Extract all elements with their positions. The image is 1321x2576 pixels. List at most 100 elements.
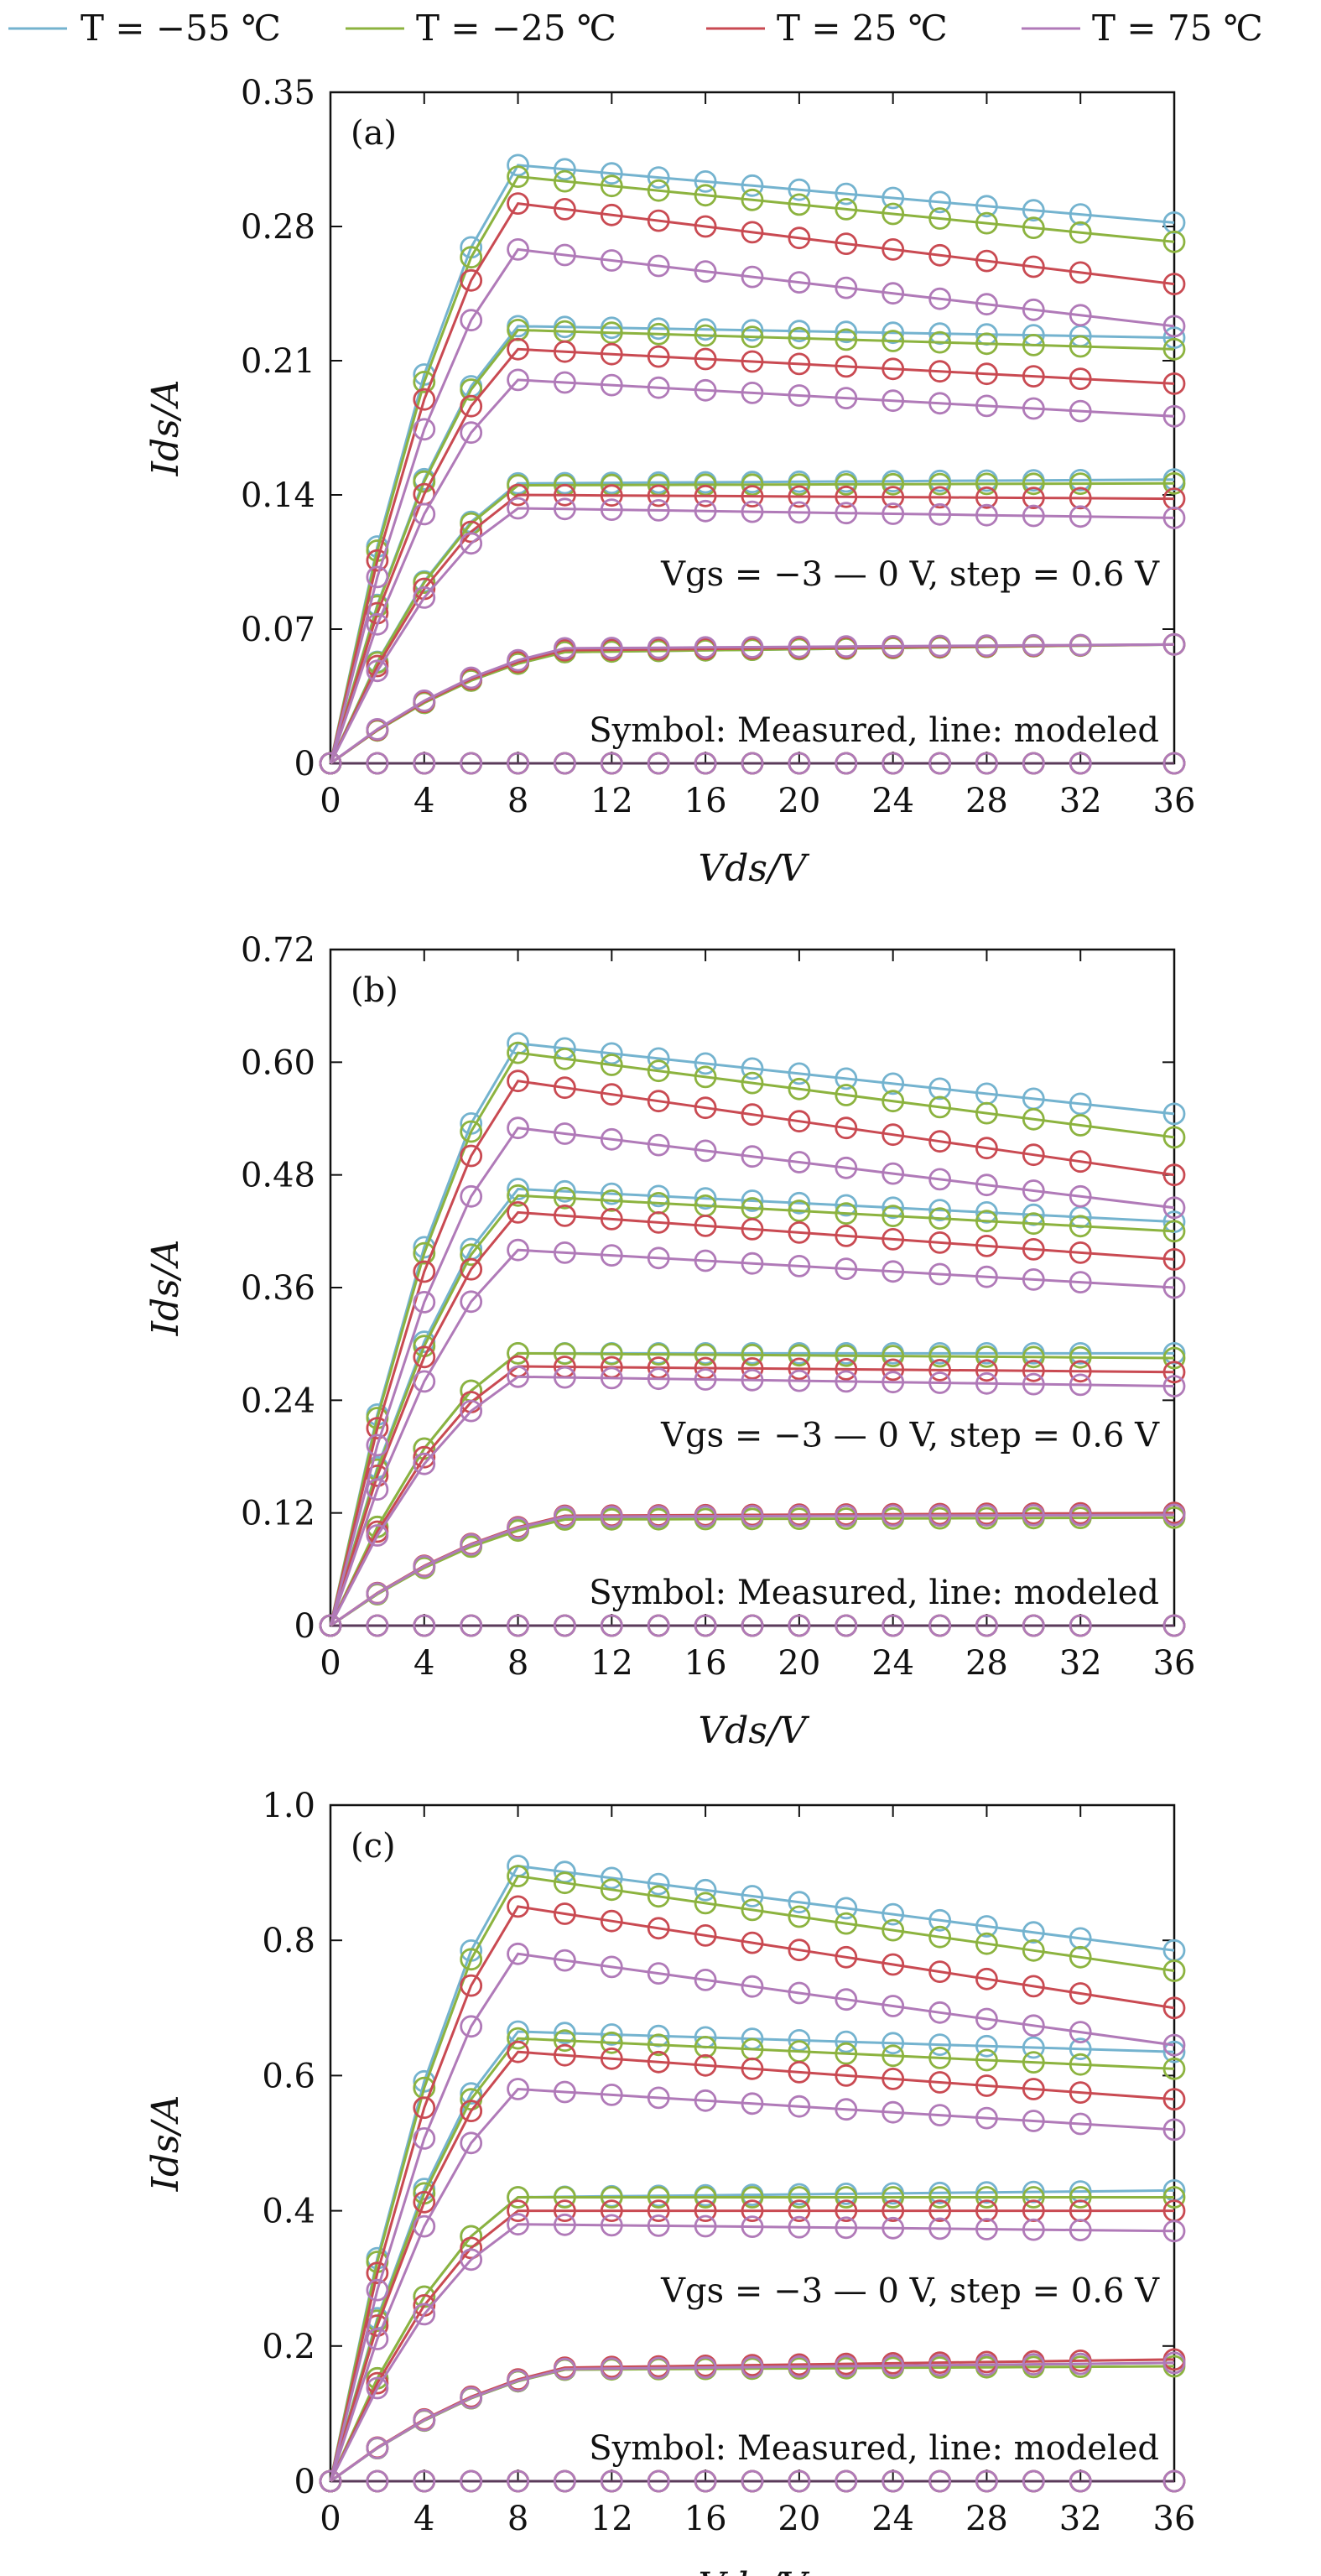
measured-point-t2-vgs4: [928, 243, 951, 267]
measured-point-t3-vgs1: [413, 690, 436, 712]
measured-point-t3-vgs2: [366, 1524, 389, 1547]
model-line-t0-vgs4: [329, 1042, 1175, 1626]
measured-point-t1-vgs3: [507, 2027, 529, 2050]
measured-point-t1-vgs3: [741, 325, 764, 349]
measured-point-t2-vgs2: [600, 484, 623, 507]
measured-point-t3-vgs0: [928, 752, 951, 775]
measured-point-t1-vgs2: [975, 472, 998, 496]
model-line-t1-vgs4: [329, 1874, 1175, 2482]
measured-point-t3-vgs3: [647, 2086, 670, 2110]
measured-point-t3-vgs0: [882, 2469, 905, 2493]
measured-point-t0-vgs4: [1069, 203, 1092, 226]
measured-point-t1-vgs4: [507, 1865, 529, 1888]
measured-point-t2-vgs2: [460, 2236, 483, 2260]
measured-point-t1-vgs2: [1162, 2186, 1186, 2209]
measured-point-t0-vgs4: [600, 162, 623, 185]
measured-point-t3-vgs4: [694, 1139, 717, 1163]
measured-point-t3-vgs0: [1162, 752, 1186, 775]
y-tick-label: 0.60: [241, 1043, 315, 1082]
measured-point-t3-vgs0: [1162, 2469, 1186, 2493]
measured-point-t3-vgs1: [741, 1505, 764, 1527]
measured-point-t3-vgs2: [694, 499, 717, 523]
model-line-t3-vgs4: [329, 1952, 1175, 2482]
measured-point-t0-vgs3: [647, 317, 670, 341]
measured-point-t3-vgs2: [928, 502, 951, 526]
measured-point-t0-vgs3: [835, 2030, 858, 2053]
y-tick-label: 0.2: [262, 2328, 315, 2366]
y-tick-label: 0.48: [241, 1157, 315, 1195]
measured-point-t3-vgs2: [366, 659, 389, 683]
measured-point-t2-vgs2: [694, 2199, 717, 2223]
measured-point-t2-vgs3: [1069, 2081, 1092, 2105]
measured-point-t2-vgs2: [647, 2199, 670, 2223]
measured-point-t2-vgs4: [882, 237, 905, 261]
measured-point-t3-vgs1: [1022, 2353, 1045, 2376]
y-axis-label: Ids/A: [144, 2095, 187, 2193]
measured-point-t3-vgs2: [1069, 2219, 1092, 2242]
measured-point-t3-vgs1: [366, 718, 389, 741]
measured-point-t0-vgs4: [647, 1047, 670, 1070]
symbol-annotation: Symbol: Measured, line: modeled: [589, 1574, 1159, 1612]
measured-point-t0-vgs4: [741, 1885, 764, 1907]
measured-point-t2-vgs4: [928, 1130, 951, 1153]
measured-point-t3-vgs1: [882, 635, 905, 658]
measured-point-t2-vgs3: [788, 352, 811, 376]
vgs-annotation: Vgs = −3 — 0 V, step = 0.6 V: [660, 555, 1160, 594]
measured-point-t0-vgs4: [554, 158, 576, 181]
measured-point-t3-vgs3: [928, 2104, 951, 2127]
model-line-t1-vgs2: [329, 2196, 1174, 2482]
measured-point-t1-vgs3: [1069, 1215, 1092, 1238]
measured-point-t3-vgs0: [835, 752, 858, 775]
measured-point-t1-vgs2: [1069, 1345, 1092, 1369]
measured-point-t1-vgs4: [600, 1878, 623, 1902]
measured-point-t3-vgs4: [928, 1168, 951, 1191]
measured-point-t3-vgs3: [413, 1370, 436, 1393]
measured-point-t3-vgs1: [928, 634, 951, 658]
model-line-t3-vgs1: [330, 643, 1175, 765]
symbol-annotation: Symbol: Measured, line: modeled: [589, 711, 1159, 750]
series-group: [319, 154, 1186, 775]
measured-point-t3-vgs3: [1162, 2118, 1186, 2141]
measured-point-t1-vgs2: [554, 1342, 576, 1366]
x-tick-label: 12: [590, 2500, 633, 2538]
model-line-t0-vgs4: [329, 164, 1175, 764]
y-tick-label: 0.6: [262, 2057, 315, 2095]
measured-point-t0-vgs4: [788, 178, 811, 201]
measured-point-t1-vgs2: [1022, 472, 1045, 496]
measured-point-t3-vgs3: [507, 1238, 529, 1262]
measured-point-t3-vgs2: [507, 497, 529, 520]
measured-point-t1-vgs3: [1162, 1220, 1186, 1243]
measured-point-t3-vgs2: [1069, 1373, 1092, 1397]
measured-point-t2-vgs2: [788, 2199, 811, 2223]
measured-point-t3-vgs2: [835, 2216, 858, 2240]
measured-point-t1-vgs2: [1069, 2186, 1092, 2209]
measured-point-t2-vgs3: [554, 340, 576, 363]
measured-point-t1-vgs4: [647, 1059, 670, 1083]
measured-point-t3-vgs1: [835, 635, 858, 658]
measured-point-t0-vgs3: [928, 322, 951, 346]
measured-point-t2-vgs2: [647, 484, 670, 507]
y-tick-label: 0.07: [241, 611, 315, 649]
measured-point-t2-vgs2: [741, 1357, 764, 1380]
measured-point-t3-vgs4: [835, 1988, 858, 2011]
x-tick-label: 36: [1153, 2500, 1196, 2538]
measured-point-t1-vgs4: [928, 1095, 951, 1119]
measured-point-t3-vgs1: [554, 2357, 576, 2381]
measured-point-t2-vgs4: [600, 1909, 623, 1933]
measured-point-t2-vgs3: [928, 360, 951, 383]
measured-point-t3-vgs3: [554, 2080, 576, 2104]
measured-point-t3-vgs0: [1022, 2469, 1045, 2493]
measured-point-t1-vgs3: [882, 1205, 905, 1227]
measured-point-t3-vgs2: [413, 2303, 436, 2326]
measured-point-t3-vgs4: [788, 1981, 811, 2005]
y-tick-label: 0: [294, 2463, 315, 2501]
measured-point-t2-vgs4: [928, 1960, 951, 1984]
measured-point-t3-vgs2: [507, 1365, 529, 1388]
measured-point-t1-vgs4: [928, 207, 951, 230]
measured-point-t3-vgs4: [1022, 2014, 1045, 2037]
measured-point-t1-vgs3: [788, 1200, 811, 1222]
measured-point-t2-vgs3: [835, 355, 858, 378]
measured-point-t1-vgs4: [600, 174, 623, 198]
measured-point-t2-vgs2: [835, 2199, 858, 2223]
measured-point-t3-vgs2: [600, 498, 623, 521]
